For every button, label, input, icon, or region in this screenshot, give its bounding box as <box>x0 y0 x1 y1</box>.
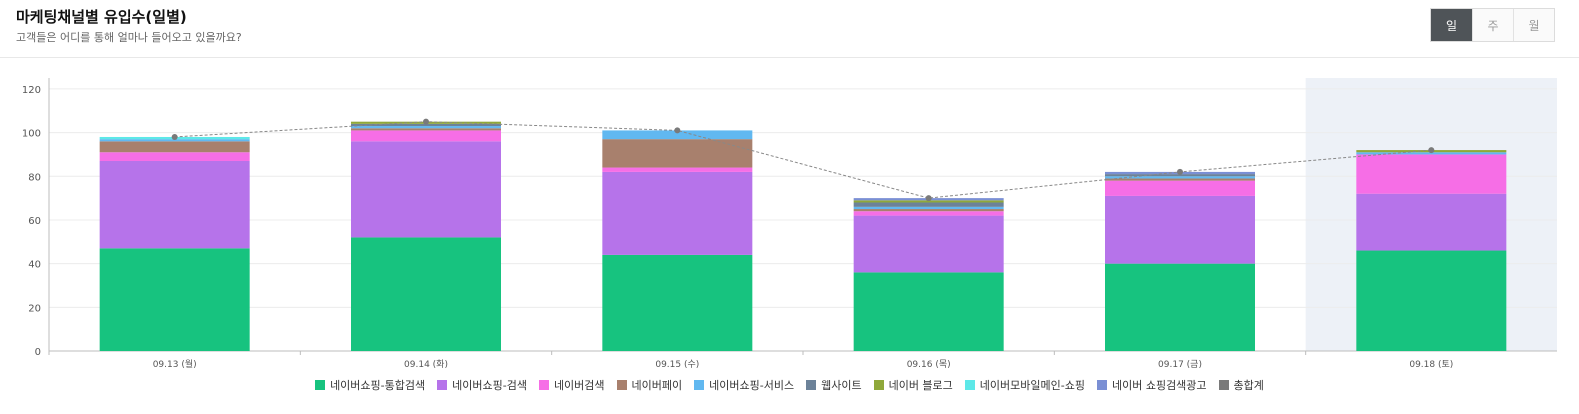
legend-item[interactable]: 네이버쇼핑-서비스 <box>694 377 794 393</box>
chart-title: 마케팅채널별 유입수(일별) <box>16 8 187 26</box>
chart-subtitle: 고객들은 어디를 통해 얼마나 들어오고 있을까요? <box>16 31 242 44</box>
legend-item[interactable]: 네이버모바일메인-쇼핑 <box>964 377 1085 393</box>
total-point <box>674 127 681 134</box>
legend-swatch <box>1096 380 1107 390</box>
legend-item[interactable]: 네이버페이 <box>616 377 683 393</box>
legend-label: 네이버검색 <box>553 379 605 392</box>
legend-swatch <box>806 380 817 390</box>
y-tick-label: 100 <box>22 129 41 140</box>
bar-segment <box>853 215 1004 273</box>
total-point <box>1428 147 1435 154</box>
total-point <box>423 118 429 125</box>
bar-segment <box>351 126 501 129</box>
bar-segment <box>99 141 250 153</box>
period-toggle-week-button[interactable]: 주 <box>1472 9 1513 41</box>
bar-segment <box>351 237 501 351</box>
bar-segment <box>853 202 1004 207</box>
bar-segment <box>1356 250 1507 351</box>
period-toggle: 일 주 월 <box>1430 8 1555 42</box>
bar-segment <box>351 128 501 131</box>
bar-segment <box>1356 152 1507 155</box>
legend-item[interactable]: 네이버쇼핑-통합검색 <box>315 377 425 393</box>
legend-item[interactable]: 네이버쇼핑-검색 <box>437 377 527 393</box>
bar-segment <box>99 139 250 142</box>
bar-segment <box>99 152 250 161</box>
x-tick-label: 09.13 (월) <box>153 358 197 370</box>
bar-segment <box>602 167 753 172</box>
legend-item[interactable]: 웹사이트 <box>806 377 862 393</box>
x-tick-label: 09.16 (목) <box>907 359 951 370</box>
legend-label: 웹사이트 <box>821 379 862 392</box>
bar-segment <box>1105 180 1255 196</box>
x-tick-label: 09.15 (수) <box>655 359 699 370</box>
legend-swatch <box>964 380 975 390</box>
bar-segment <box>99 248 250 351</box>
bar-segment <box>1105 176 1255 179</box>
bar-segment <box>602 171 753 255</box>
bar-segment <box>602 254 753 351</box>
bar-segment <box>602 139 753 168</box>
legend-label: 네이버쇼핑-통합검색 <box>330 379 426 392</box>
legend-label: 총합계 <box>1233 379 1264 392</box>
legend-swatch <box>315 380 326 390</box>
bar-segment <box>853 211 1004 216</box>
legend-swatch <box>538 380 549 390</box>
bar-segment <box>351 123 501 127</box>
legend-label: 네이버 블로그 <box>888 379 953 392</box>
bar-segment <box>1105 263 1255 351</box>
bar-segment <box>99 160 250 249</box>
stacked-bar-chart: 0 20 40 60 80 100 120 09.13 (월) 09.14 (화) 09.15 (… <box>22 78 1557 370</box>
legend-item[interactable]: 총합계 <box>1218 377 1264 393</box>
y-tick-label: 80 <box>28 172 41 183</box>
legend-swatch <box>437 380 448 390</box>
bar-segment <box>602 130 753 140</box>
legend-label: 네이버모바일메인-쇼핑 <box>979 379 1085 392</box>
legend-label: 네이버 쇼핑검색광고 <box>1111 379 1207 392</box>
legend-swatch <box>694 380 705 390</box>
x-tick-label: 09.14 (화) <box>404 359 448 370</box>
bar-segment <box>853 272 1004 351</box>
chart-header: 마케팅채널별 유입수(일별) 고객들은 어디를 통해 얼마나 들어오고 있을까요… <box>0 0 1579 58</box>
legend-item[interactable]: 네이버 블로그 <box>873 377 953 393</box>
y-tick-label: 60 <box>28 216 41 227</box>
y-tick-label: 120 <box>22 85 41 96</box>
legend-label: 네이버쇼핑-검색 <box>452 379 527 392</box>
legend-item[interactable]: 네이버 쇼핑검색광고 <box>1096 377 1207 393</box>
bar-segment <box>853 209 1004 212</box>
y-tick-label: 0 <box>35 347 41 358</box>
x-tick-label: 09.17 (금) <box>1158 359 1202 370</box>
legend-label: 네이버쇼핑-서비스 <box>709 379 795 392</box>
total-point <box>171 133 178 140</box>
bar-segment <box>853 200 1004 203</box>
bar-segment <box>1105 195 1255 264</box>
chart-legend: 네이버쇼핑-통합검색 네이버쇼핑-검색 네이버검색 네이버페이 네이버쇼핑-서비스 웹사이… <box>0 376 1579 394</box>
y-tick-label: 20 <box>28 303 41 314</box>
legend-item[interactable]: 네이버검색 <box>538 377 605 393</box>
total-point <box>1177 168 1183 175</box>
bar-segment <box>1105 178 1255 181</box>
x-tick-label: 09.18 (토) <box>1409 360 1453 370</box>
period-toggle-day-button[interactable]: 일 <box>1431 9 1472 41</box>
bar-segment <box>1356 154 1507 194</box>
bar-segment <box>1105 174 1255 177</box>
period-toggle-month-button[interactable]: 월 <box>1513 9 1554 41</box>
bar-segment <box>1356 193 1507 251</box>
bar-segment <box>853 206 1004 210</box>
bar-segment <box>351 130 501 142</box>
legend-swatch <box>873 380 884 390</box>
total-point <box>925 195 932 202</box>
legend-swatch <box>616 380 627 390</box>
bar-segment <box>351 141 501 238</box>
y-tick-label: 40 <box>28 260 41 271</box>
legend-label: 네이버페이 <box>631 379 683 392</box>
legend-swatch <box>1218 380 1229 390</box>
